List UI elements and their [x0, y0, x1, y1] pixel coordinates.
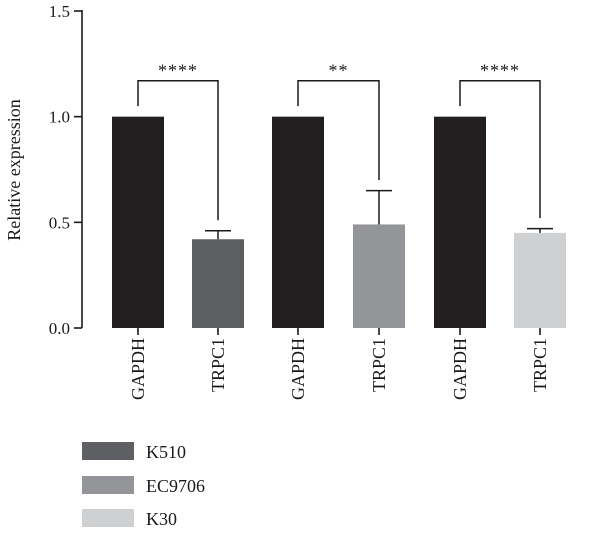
legend-label: EC9706: [146, 476, 205, 496]
error-bars: [205, 189, 553, 240]
legend-label: K510: [146, 442, 186, 462]
y-axis: 0.0 0.5 1.0 1.5: [49, 2, 83, 338]
bar-gapdh-k30: [434, 116, 486, 329]
significance-label: ****: [158, 61, 198, 81]
x-tick-label: GAPDH: [128, 338, 148, 400]
x-tick-label: GAPDH: [450, 338, 470, 400]
bar-gapdh-ec9706: [272, 116, 324, 329]
x-tick-labels: GAPDH TRPC1 GAPDH TRPC1 GAPDH TRPC1: [128, 328, 550, 400]
legend-swatch-k510: [82, 442, 134, 460]
bar-gapdh-k510: [112, 116, 164, 329]
y-tick-label: 1.0: [49, 108, 70, 127]
significance-brackets: **** ** ****: [137, 61, 541, 221]
y-tick-label: 0.0: [49, 319, 70, 338]
y-axis-label: Relative expression: [4, 99, 24, 240]
bars: [112, 116, 566, 329]
significance-bracket: [459, 79, 541, 219]
x-tick-label: GAPDH: [288, 338, 308, 400]
significance-label: ****: [480, 61, 520, 81]
y-tick-label: 1.5: [49, 2, 70, 21]
legend-swatch-k30: [82, 509, 134, 527]
significance-bracket: [137, 79, 219, 221]
significance-label: **: [329, 61, 349, 81]
x-tick-label: TRPC1: [208, 338, 228, 392]
bar-trpc1-k30: [514, 232, 566, 328]
legend-label: K30: [146, 509, 177, 529]
y-tick-label: 0.5: [49, 213, 70, 232]
bar-trpc1-k510: [192, 239, 244, 328]
x-tick-label: TRPC1: [530, 338, 550, 392]
legend: K510 EC9706 K30: [82, 442, 205, 529]
legend-swatch-ec9706: [82, 476, 134, 494]
x-tick-label: TRPC1: [369, 338, 389, 392]
significance-bracket: [297, 79, 380, 181]
bar-trpc1-ec9706: [353, 224, 405, 328]
